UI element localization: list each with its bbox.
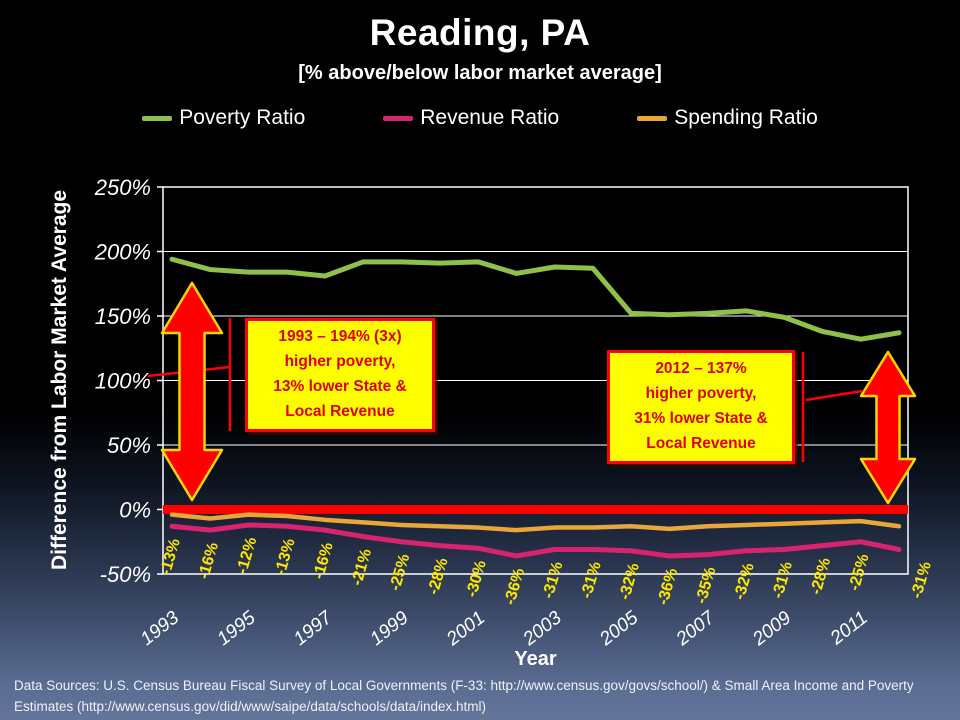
- data-label: -28%: [425, 556, 452, 597]
- data-label: -16%: [195, 541, 222, 582]
- x-tick-label: 1993: [137, 607, 184, 650]
- data-label: -28%: [808, 556, 835, 597]
- data-label: -32%: [731, 561, 758, 602]
- data-sources-note: Data Sources: U.S. Census Bureau Fiscal …: [14, 678, 914, 715]
- data-label: -32%: [616, 561, 643, 602]
- double-arrow-1993-icon: [160, 281, 224, 502]
- data-label: -31%: [578, 560, 605, 601]
- y-tick-label: 0%: [119, 498, 151, 523]
- series-line-poverty-ratio: [169, 256, 902, 342]
- chart-subtitle: [% above/below labor market average]: [298, 62, 662, 84]
- x-tick-label: 2005: [595, 607, 642, 650]
- data-label: -25%: [846, 552, 873, 593]
- x-tick-label: 1995: [213, 607, 260, 650]
- series-line-revenue-ratio: [169, 522, 902, 559]
- double-arrow-2012-icon: [859, 350, 917, 505]
- legend-label: Spending Ratio: [674, 106, 818, 129]
- x-tick-label: 1997: [290, 607, 337, 650]
- data-label: -13%: [272, 537, 299, 578]
- line-swatch-icon: [142, 115, 173, 121]
- legend-item-poverty-ratio: Poverty Ratio: [142, 106, 305, 130]
- x-tick-label: 2003: [519, 607, 566, 650]
- series-line-spending-ratio: [169, 512, 902, 533]
- y-tick-label: 50%: [107, 433, 151, 458]
- x-tick-label: 2011: [826, 607, 872, 649]
- line-swatch-icon: [637, 115, 668, 121]
- plot-frame: [162, 186, 909, 575]
- chart-title: Reading, PA: [369, 12, 591, 53]
- legend-item-revenue-ratio: Revenue Ratio: [383, 106, 559, 130]
- legend: Poverty Ratio Revenue Ratio Spending Rat…: [0, 106, 960, 130]
- data-label: -36%: [502, 566, 529, 607]
- data-label: -31%: [908, 560, 935, 601]
- data-label: -21%: [349, 547, 376, 588]
- data-label: -36%: [655, 566, 682, 607]
- x-tick-label: 2001: [442, 607, 489, 650]
- legend-label: Revenue Ratio: [420, 106, 560, 129]
- legend-label: Poverty Ratio: [179, 106, 306, 129]
- data-label: -12%: [234, 535, 261, 576]
- data-label: -31%: [540, 560, 567, 601]
- callout-2012-leader: [805, 389, 863, 402]
- data-label: -31%: [769, 560, 796, 601]
- y-tick-label: 100%: [95, 369, 151, 394]
- y-tick-label: 250%: [94, 175, 151, 200]
- y-tick-label: -50%: [100, 562, 151, 587]
- x-tick-label: 2009: [748, 607, 795, 650]
- callout-2012: 2012 – 137% higher poverty, 31% lower St…: [607, 350, 795, 464]
- data-label: -25%: [387, 552, 414, 593]
- line-swatch-icon: [383, 115, 414, 121]
- data-label: -13%: [157, 537, 184, 578]
- callout-1993: 1993 – 194% (3x) higher poverty, 13% low…: [245, 318, 435, 432]
- data-label: -16%: [310, 541, 337, 582]
- x-axis-title: Year: [514, 648, 557, 670]
- data-label: -30%: [463, 559, 490, 600]
- y-tick-label: 150%: [95, 304, 151, 329]
- x-tick-label: 1999: [366, 607, 413, 650]
- data-label: -35%: [693, 565, 720, 606]
- legend-item-spending-ratio: Spending Ratio: [637, 106, 818, 130]
- y-tick-label: 200%: [94, 240, 151, 265]
- x-tick-label: 2007: [672, 607, 720, 651]
